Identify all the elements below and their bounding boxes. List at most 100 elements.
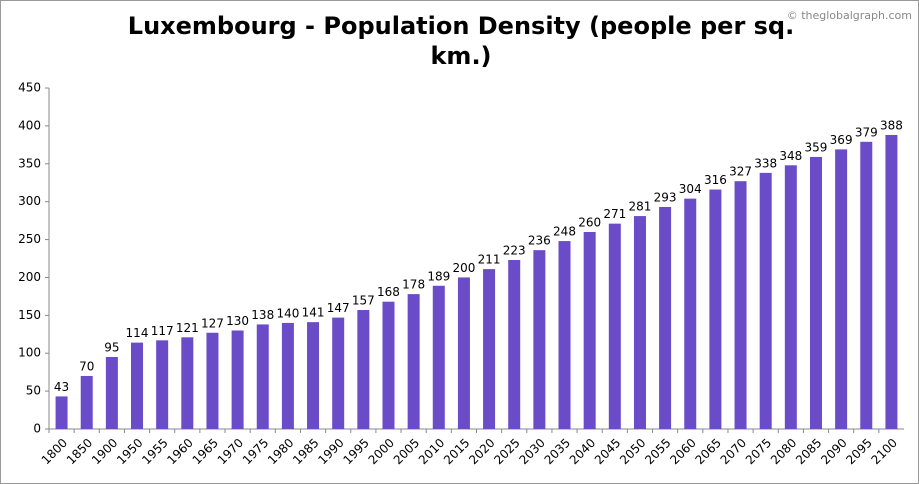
data-label: 348 [779,149,802,163]
bar [256,324,269,429]
x-tick-label: 1990 [315,436,346,467]
data-label: 200 [452,261,475,275]
x-tick-label: 2100 [869,436,900,467]
bar [483,269,496,429]
bar [382,301,395,429]
bar [508,260,521,429]
x-tick-label: 2085 [793,436,824,467]
data-label: 141 [302,306,325,320]
bar [181,337,194,429]
data-label: 43 [54,380,69,394]
bar [709,189,722,429]
data-label: 223 [503,244,526,258]
bar [533,250,546,429]
bar [558,241,571,429]
data-label: 211 [478,253,501,267]
bar [885,134,898,429]
bar [608,223,621,429]
bar [407,294,420,429]
x-tick-label: 2060 [667,436,698,467]
y-tick-label: 100 [18,346,41,360]
data-label: 138 [251,308,274,322]
x-tick-label: 2070 [718,436,749,467]
data-label: 178 [402,278,425,292]
bar [332,317,345,429]
bar [583,231,596,429]
data-label: 130 [226,314,249,328]
x-tick-label: 1955 [139,436,170,467]
bar [835,149,848,429]
bar [809,156,822,430]
data-label: 379 [855,125,878,139]
data-label: 70 [79,359,94,373]
bar [734,181,747,429]
y-tick-label: 200 [18,270,41,284]
data-label: 157 [352,294,375,308]
data-label: 248 [553,225,576,239]
data-label: 236 [528,234,551,248]
x-tick-label: 2025 [491,436,522,467]
data-label: 189 [427,269,450,283]
y-tick-label: 50 [26,384,41,398]
data-label: 327 [729,165,752,179]
data-label: 388 [880,118,903,132]
x-tick-label: 1985 [290,436,321,467]
data-label: 359 [805,140,828,154]
data-label: 95 [104,341,119,355]
watermark: © theglobalgraph.com [786,9,912,22]
x-tick-label: 2000 [366,436,397,467]
y-tick-label: 350 [18,156,41,170]
data-label: 369 [830,133,853,147]
x-tick-label: 2080 [768,436,799,467]
bar [156,340,169,429]
x-tick-label: 1995 [340,436,371,467]
y-tick-label: 0 [33,422,41,436]
data-label: 316 [704,173,727,187]
y-tick-label: 400 [18,118,41,132]
data-label: 293 [654,190,677,204]
data-label: 127 [201,316,224,330]
y-tick-label: 450 [18,81,41,95]
bar [131,342,144,429]
x-tick-label: 2035 [542,436,573,467]
x-tick-label: 2065 [692,436,723,467]
bar [784,165,797,429]
x-tick-label: 1975 [240,436,271,467]
bar [457,277,470,429]
x-tick-label: 2015 [441,436,472,467]
x-tick-label: 2040 [567,436,598,467]
data-label: 281 [629,200,652,214]
x-tick-label: 2095 [843,436,874,467]
x-tick-label: 2020 [466,436,497,467]
bar [231,330,244,429]
bar [307,322,320,429]
x-tick-label: 1850 [64,436,95,467]
bar [860,141,873,429]
y-tick-label: 150 [18,308,41,322]
x-tick-label: 2055 [642,436,673,467]
bar [684,198,697,429]
x-tick-label: 2050 [617,436,648,467]
data-label: 271 [603,207,626,221]
x-tick-label: 2005 [391,436,422,467]
data-label: 121 [176,321,199,335]
x-tick-label: 1950 [114,436,145,467]
x-tick-label: 1970 [215,436,246,467]
bar [206,332,219,429]
bar [105,357,118,429]
bar [80,375,93,429]
bar [659,206,672,429]
x-tick-label: 2045 [592,436,623,467]
bar [432,285,445,429]
bar [759,172,772,430]
data-label: 168 [377,285,400,299]
x-tick-label: 2075 [743,436,774,467]
data-label: 260 [578,215,601,229]
x-tick-label: 2090 [818,436,849,467]
bar [357,310,370,429]
chart-title: Luxembourg - Population Density (people … [127,12,795,70]
x-tick-label: 1980 [265,436,296,467]
x-tick-label: 2010 [416,436,447,467]
